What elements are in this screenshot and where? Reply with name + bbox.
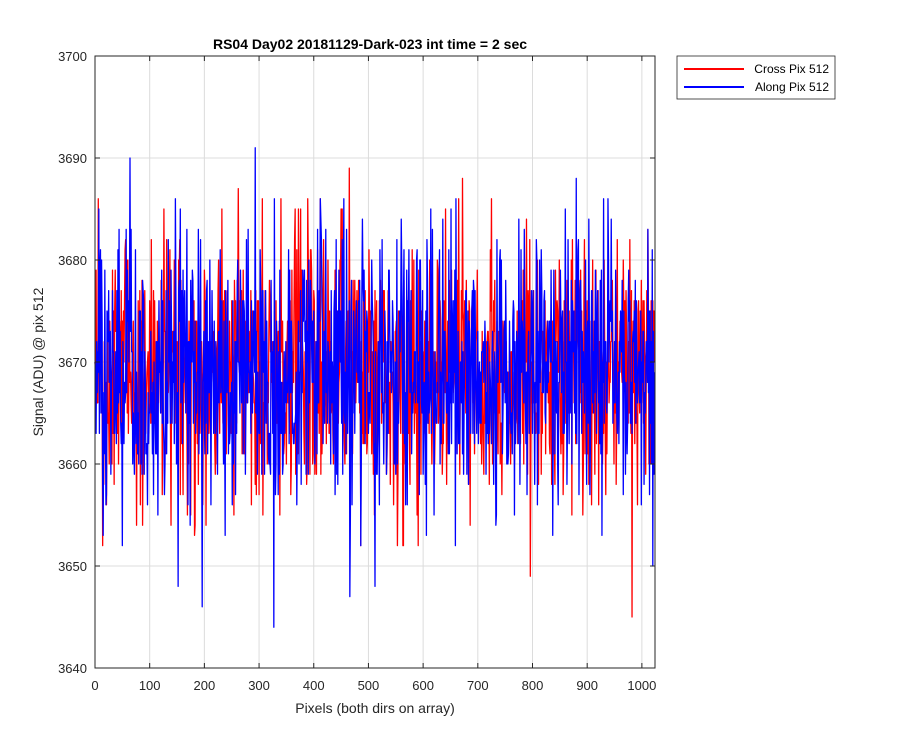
y-tick-label: 3670 (58, 355, 87, 370)
y-tick-label: 3650 (58, 559, 87, 574)
y-axis: 3640 3650 3660 3670 3680 3690 3700 (58, 49, 655, 676)
x-tick-label: 300 (248, 678, 270, 693)
x-tick-label: 800 (522, 678, 544, 693)
x-tick-label: 600 (412, 678, 434, 693)
x-tick-label: 700 (467, 678, 489, 693)
y-tick-label: 3690 (58, 151, 87, 166)
series-line-1 (94, 147, 656, 628)
legend-box (676, 55, 836, 100)
y-tick-label: 3680 (58, 253, 87, 268)
series-group (94, 147, 656, 628)
x-tick-label: 500 (358, 678, 380, 693)
y-tick-label: 3660 (58, 457, 87, 472)
x-axis-title: Pixels (both dirs on array) (295, 700, 455, 716)
legend-label-cross: Cross Pix 512 (754, 62, 829, 76)
legend: Cross Pix 512 Along Pix 512 (676, 55, 836, 100)
x-tick-label: 0 (91, 678, 98, 693)
x-tick-label: 100 (139, 678, 161, 693)
x-tick-label: 400 (303, 678, 325, 693)
x-tick-label: 1000 (627, 678, 656, 693)
chart-title: RS04 Day02 20181129-Dark-023 int time = … (213, 36, 527, 52)
x-axis: 0 100 200 300 400 500 600 700 800 900 1000 (91, 56, 656, 693)
legend-label-along: Along Pix 512 (755, 80, 829, 94)
y-axis-title: Signal (ADU) @ pix 512 (30, 287, 46, 436)
x-tick-label: 200 (194, 678, 216, 693)
y-tick-label: 3640 (58, 661, 87, 676)
x-tick-label: 900 (576, 678, 598, 693)
y-tick-label: 3700 (58, 49, 87, 64)
